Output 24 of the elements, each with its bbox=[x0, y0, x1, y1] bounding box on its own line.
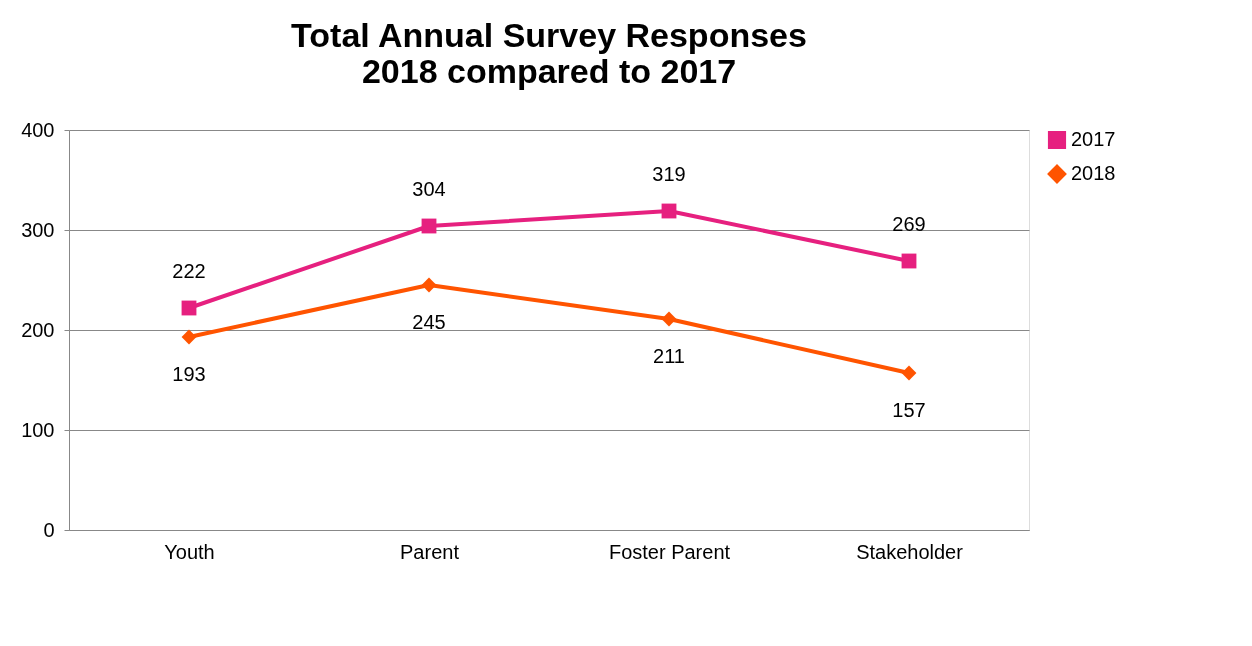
point bbox=[661, 311, 677, 327]
x-tick-label: Foster Parent bbox=[608, 540, 731, 563]
data-label: 222 bbox=[172, 260, 206, 282]
y-tick-label: 400 bbox=[21, 118, 55, 141]
y-tick-label: 0 bbox=[43, 518, 55, 541]
point bbox=[181, 329, 197, 345]
text: Total Annual Survey Responses bbox=[291, 16, 807, 54]
data-label: 193 bbox=[172, 363, 206, 385]
data-label: 211 bbox=[653, 345, 685, 367]
legend-label: 2018 bbox=[1071, 162, 1116, 184]
y-tick-label: 100 bbox=[21, 418, 55, 441]
x-tick-label: Parent bbox=[400, 540, 460, 563]
data-label: 157 bbox=[892, 399, 926, 421]
point bbox=[901, 365, 917, 381]
y-tick-label: 200 bbox=[21, 318, 55, 341]
legend-label: 2017 bbox=[1071, 128, 1116, 150]
y-tick-label: 300 bbox=[21, 218, 55, 241]
x-tick-label: Stakeholder bbox=[856, 540, 964, 563]
point bbox=[421, 277, 437, 293]
data-label: 319 bbox=[652, 163, 686, 185]
data-label: 304 bbox=[412, 178, 446, 200]
x-tick-label: Youth bbox=[164, 540, 215, 563]
data-label: 245 bbox=[412, 311, 446, 333]
data-label: 269 bbox=[892, 213, 926, 235]
